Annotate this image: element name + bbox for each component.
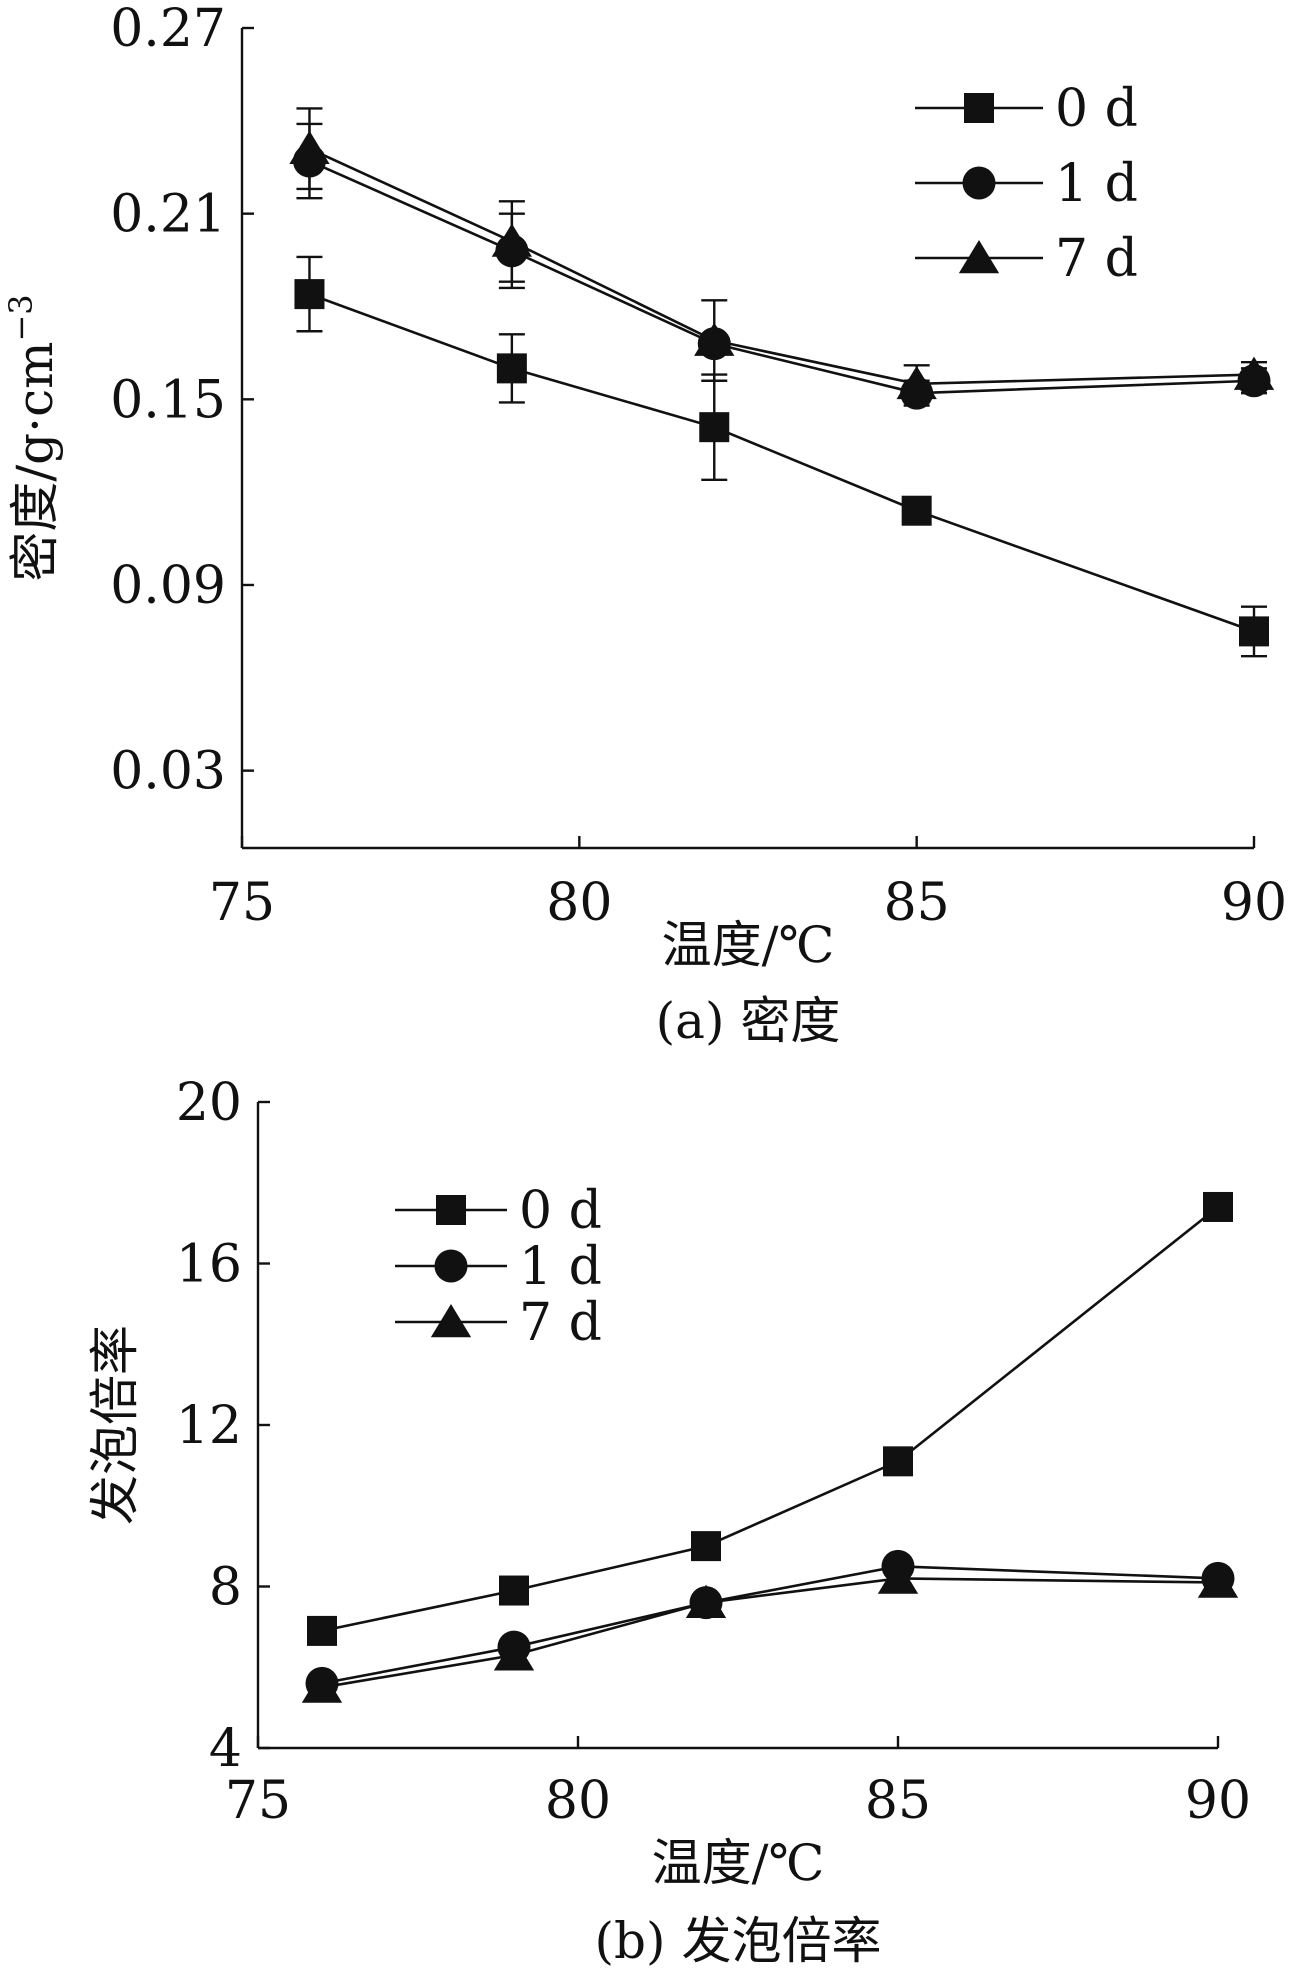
x-tick-label: 75	[209, 873, 275, 933]
y-axis-label-dot: ·	[6, 417, 64, 433]
data-point	[896, 365, 937, 400]
data-point	[499, 1575, 529, 1606]
legend-label: 0 d	[1055, 79, 1138, 139]
chart-caption: (a) 密度	[656, 992, 841, 1050]
data-point	[694, 322, 735, 356]
y-tick-label: 4	[209, 1719, 242, 1779]
data-point	[1203, 1191, 1233, 1222]
y-tick-label: 0.03	[110, 742, 226, 802]
x-tick-label: 80	[545, 1771, 611, 1831]
data-point	[307, 1615, 337, 1646]
y-axis-label-exponent: −3	[2, 294, 40, 341]
series-square	[307, 1191, 1233, 1646]
legend-marker	[436, 1195, 466, 1225]
y-tick-label: 0.15	[110, 370, 226, 430]
data-point	[691, 1531, 721, 1562]
series-circle	[305, 1549, 1235, 1700]
data-point	[699, 412, 730, 443]
x-tick-label: 75	[225, 1771, 291, 1831]
legend-marker	[962, 166, 996, 200]
x-axis-label: 温度/℃	[662, 916, 835, 974]
series-triangle	[301, 1560, 1239, 1703]
data-point	[1197, 1564, 1239, 1598]
data-point	[1239, 616, 1269, 647]
x-tick-label: 85	[884, 873, 950, 933]
x-axis-label: 温度/℃	[652, 1834, 825, 1892]
y-axis-label-unit: cm	[6, 341, 64, 416]
expansion-ratio-chart: 4 8 12 16 20 75 80 85 90 温度/℃ (b) 发泡倍率 发泡倍率 0 d1 d7 …	[86, 1073, 1251, 1970]
y-tick-label: 12	[176, 1396, 242, 1456]
legend-label: 0 d	[519, 1181, 602, 1241]
data-point	[289, 130, 330, 164]
data-point	[301, 1669, 343, 1703]
data-point	[877, 1560, 919, 1594]
y-axis-label-main: 密度/g	[6, 433, 64, 582]
y-tick-label: 16	[176, 1235, 242, 1295]
data-point	[901, 495, 932, 526]
x-tick-label: 80	[546, 873, 612, 933]
data-point	[685, 1584, 727, 1618]
x-tick-label: 90	[1185, 1771, 1251, 1831]
series-line	[309, 292, 1255, 633]
x-tick-label: 90	[1221, 873, 1287, 933]
x-tick-label: 85	[865, 1771, 931, 1831]
y-tick-label: 20	[176, 1073, 242, 1133]
legend-label: 1 d	[1055, 154, 1138, 214]
y-axis-label: 发泡倍率	[86, 1325, 144, 1525]
y-axis-label-main: 发泡倍率	[86, 1325, 144, 1525]
legend-label: 7 d	[519, 1293, 602, 1353]
y-tick-label: 0.09	[110, 556, 226, 616]
data-point	[294, 279, 325, 310]
y-tick-label: 8	[209, 1558, 242, 1618]
legend-marker	[430, 1304, 472, 1338]
series-triangle	[289, 107, 1275, 404]
data-point	[491, 223, 533, 257]
data-point	[1233, 356, 1275, 390]
legend-marker	[958, 240, 1000, 274]
density-chart: 0.03 0.09 0.15 0.21 0.27 75 80 85 90 温度/℃ (a) 密度 密度…	[2, 0, 1287, 1050]
legend-label: 1 d	[519, 1237, 602, 1297]
y-tick-label: 0.27	[110, 0, 226, 59]
data-point	[883, 1446, 913, 1477]
chart-caption: (b) 发泡倍率	[595, 1912, 882, 1970]
series-square	[294, 255, 1269, 658]
series-line	[321, 1577, 1219, 1689]
legend-marker	[964, 93, 994, 123]
y-axis-label: 密度/g·cm−3	[2, 294, 64, 581]
legend-marker	[434, 1249, 468, 1283]
y-tick-label: 0.21	[110, 185, 226, 245]
data-point	[496, 353, 527, 384]
data-point	[493, 1637, 535, 1671]
legend-label: 7 d	[1055, 229, 1138, 289]
